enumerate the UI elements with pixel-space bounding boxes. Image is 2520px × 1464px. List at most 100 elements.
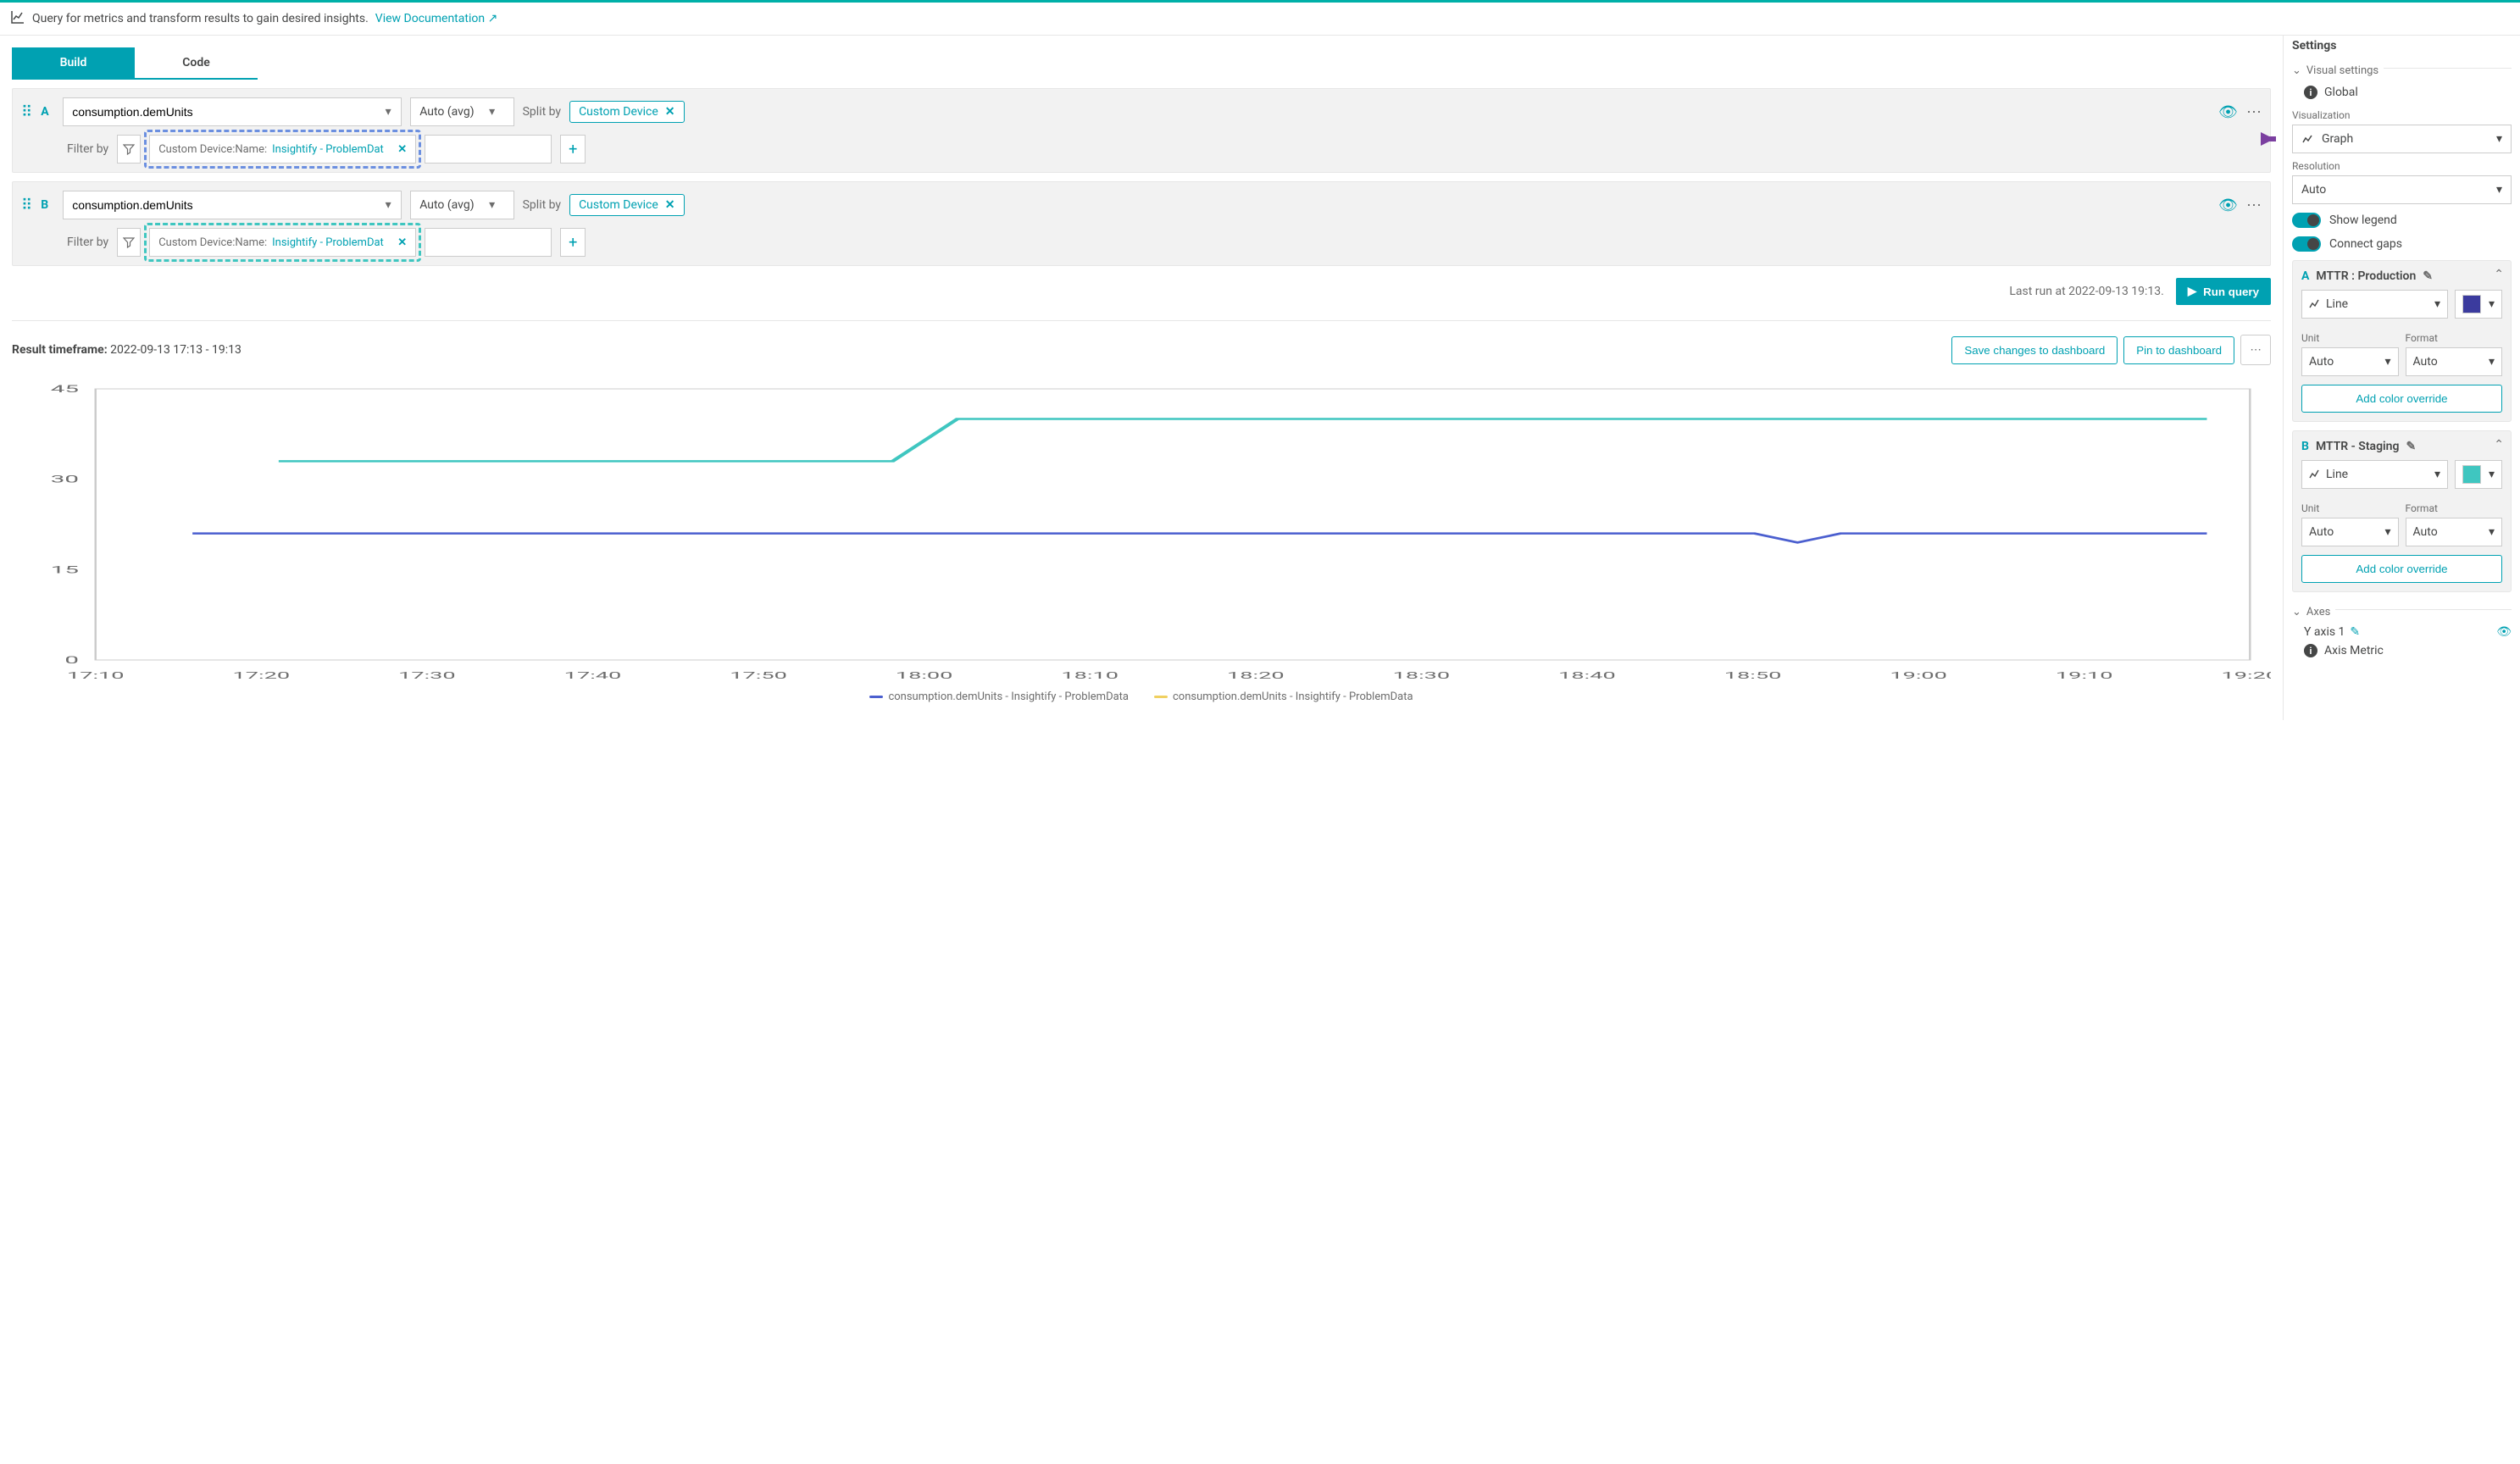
svg-text:19:00: 19:00 [1890, 670, 1947, 681]
chart-type-select[interactable]: Line ▾ [2301, 290, 2448, 319]
legend-item: consumption.demUnits - Insightify - Prob… [869, 690, 1129, 703]
external-icon: ↗ [488, 12, 498, 25]
query-row-b: ⠿ B ▾ Auto (avg) ▾ Split by Custom Devic… [12, 181, 2271, 266]
collapse-icon[interactable]: ⌃ [2494, 438, 2504, 452]
chart-type-select[interactable]: Line ▾ [2301, 460, 2448, 489]
svg-text:17:50: 17:50 [730, 670, 787, 681]
chevron-down-icon: ▾ [2496, 183, 2502, 197]
eye-icon[interactable]: 👁 [2218, 103, 2238, 121]
add-color-override-button[interactable]: Add color override [2301, 385, 2502, 413]
query-letter: A [41, 105, 54, 119]
tab-bar: Build Code [12, 47, 2271, 80]
connect-gaps-label: Connect gaps [2329, 237, 2402, 251]
more-icon[interactable]: ⋯ [2246, 197, 2262, 214]
drag-handle-icon[interactable]: ⠿ [21, 103, 32, 121]
legend-item: consumption.demUnits - Insightify - Prob… [1154, 690, 1413, 703]
unit-select[interactable]: Auto▾ [2301, 518, 2399, 546]
global-label: Global [2324, 86, 2358, 99]
filter-icon[interactable] [117, 135, 141, 164]
svg-text:45: 45 [51, 383, 79, 395]
more-icon[interactable]: ⋯ [2246, 103, 2262, 121]
result-timeframe-value: 2022-09-13 17:13 - 19:13 [110, 343, 241, 357]
add-filter-button[interactable]: + [560, 228, 586, 257]
tab-build[interactable]: Build [12, 47, 135, 80]
result-timeframe-label: Result timeframe: [12, 343, 108, 357]
svg-text:17:10: 17:10 [67, 670, 125, 681]
svg-text:0: 0 [64, 654, 79, 666]
eye-icon[interactable]: 👁 [2496, 625, 2512, 639]
topbar-text: Query for metrics and transform results … [32, 12, 369, 25]
resolution-select[interactable]: Auto ▾ [2292, 175, 2512, 204]
connect-gaps-toggle[interactable] [2292, 236, 2321, 252]
svg-text:18:40: 18:40 [1558, 670, 1616, 681]
close-icon[interactable]: ✕ [397, 143, 407, 156]
add-filter-button[interactable]: + [560, 135, 586, 164]
filter-chip[interactable]: Custom Device:Name: Insightify - Problem… [149, 228, 416, 257]
more-button[interactable]: ⋯ [2240, 335, 2271, 365]
show-legend-toggle[interactable] [2292, 213, 2321, 228]
last-run-text: Last run at 2022-09-13 19:13. [2009, 285, 2163, 298]
yaxis-label: Y axis 1 [2304, 625, 2345, 639]
tab-code[interactable]: Code [135, 47, 258, 80]
close-icon[interactable]: ✕ [397, 236, 407, 249]
pin-dashboard-button[interactable]: Pin to dashboard [2123, 336, 2234, 364]
viz-label: Visualization [2292, 109, 2512, 121]
split-chip[interactable]: Custom Device ✕ [569, 101, 684, 123]
axis-metric-label: Axis Metric [2324, 644, 2384, 657]
svg-text:19:20: 19:20 [2222, 670, 2271, 681]
color-select[interactable]: ▾ [2455, 290, 2502, 319]
add-color-override-button[interactable]: Add color override [2301, 555, 2502, 583]
split-chip[interactable]: Custom Device ✕ [569, 194, 684, 216]
save-dashboard-button[interactable]: Save changes to dashboard [1951, 336, 2118, 364]
chevron-down-icon: ⌄ [2292, 606, 2301, 618]
visualization-select[interactable]: Graph ▾ [2292, 125, 2512, 153]
svg-text:18:00: 18:00 [896, 670, 953, 681]
split-by-label: Split by [523, 198, 561, 212]
metric-input[interactable] [64, 105, 375, 119]
metric-select[interactable]: ▾ [63, 191, 402, 219]
metric-input[interactable] [64, 198, 375, 212]
collapse-icon[interactable]: ⌃ [2494, 268, 2504, 281]
visual-settings-toggle[interactable]: ⌄ Visual settings [2292, 59, 2512, 82]
result-chart: 015304517:1017:2017:3017:4017:5018:0018:… [12, 380, 2271, 685]
svg-text:18:20: 18:20 [1227, 670, 1285, 681]
close-icon[interactable]: ✕ [665, 198, 675, 212]
filter-icon[interactable] [117, 228, 141, 257]
metric-select[interactable]: ▾ [63, 97, 402, 126]
aggregation-select[interactable]: Auto (avg) ▾ [410, 97, 513, 126]
format-select[interactable]: Auto▾ [2406, 518, 2503, 546]
run-query-button[interactable]: ▶ Run query [2176, 278, 2271, 305]
edit-icon[interactable]: ✎ [2406, 440, 2416, 453]
doc-link[interactable]: View Documentation ↗ [375, 12, 498, 25]
chevron-down-icon: ▾ [375, 105, 401, 119]
edit-icon[interactable]: ✎ [2350, 625, 2360, 639]
svg-text:17:20: 17:20 [233, 670, 291, 681]
eye-icon[interactable]: 👁 [2218, 197, 2238, 214]
info-icon: i [2304, 644, 2317, 657]
svg-text:19:10: 19:10 [2056, 670, 2113, 681]
aggregation-select[interactable]: Auto (avg) ▾ [410, 191, 513, 219]
series-name: MTTR - Staging [2316, 440, 2400, 453]
unit-select[interactable]: Auto▾ [2301, 347, 2399, 376]
chevron-down-icon: ▾ [480, 198, 505, 212]
chevron-down-icon: ▾ [480, 105, 505, 119]
color-select[interactable]: ▾ [2455, 460, 2502, 489]
axes-toggle[interactable]: ⌄ Axes [2292, 601, 2512, 624]
drag-handle-icon[interactable]: ⠿ [21, 197, 32, 214]
chevron-down-icon: ⌄ [2292, 64, 2301, 77]
edit-icon[interactable]: ✎ [2423, 269, 2433, 283]
svg-text:18:10: 18:10 [1061, 670, 1118, 681]
show-legend-label: Show legend [2329, 214, 2397, 227]
format-select[interactable]: Auto▾ [2406, 347, 2503, 376]
query-row-a: ⠿ A ▾ Auto (avg) ▾ Split by Custom Devic… [12, 88, 2271, 173]
graph-icon [2301, 132, 2315, 146]
series-card: ⌃ B MTTR - Staging ✎ Line ▾ ▾ [2292, 430, 2512, 592]
close-icon[interactable]: ✕ [665, 105, 675, 119]
filter-input[interactable] [425, 228, 552, 257]
info-icon: i [2304, 86, 2317, 99]
filter-input[interactable] [425, 135, 552, 164]
svg-text:17:30: 17:30 [398, 670, 456, 681]
filter-chip[interactable]: Custom Device:Name: Insightify - Problem… [149, 135, 416, 164]
query-letter: B [41, 198, 54, 212]
svg-text:15: 15 [51, 563, 79, 575]
